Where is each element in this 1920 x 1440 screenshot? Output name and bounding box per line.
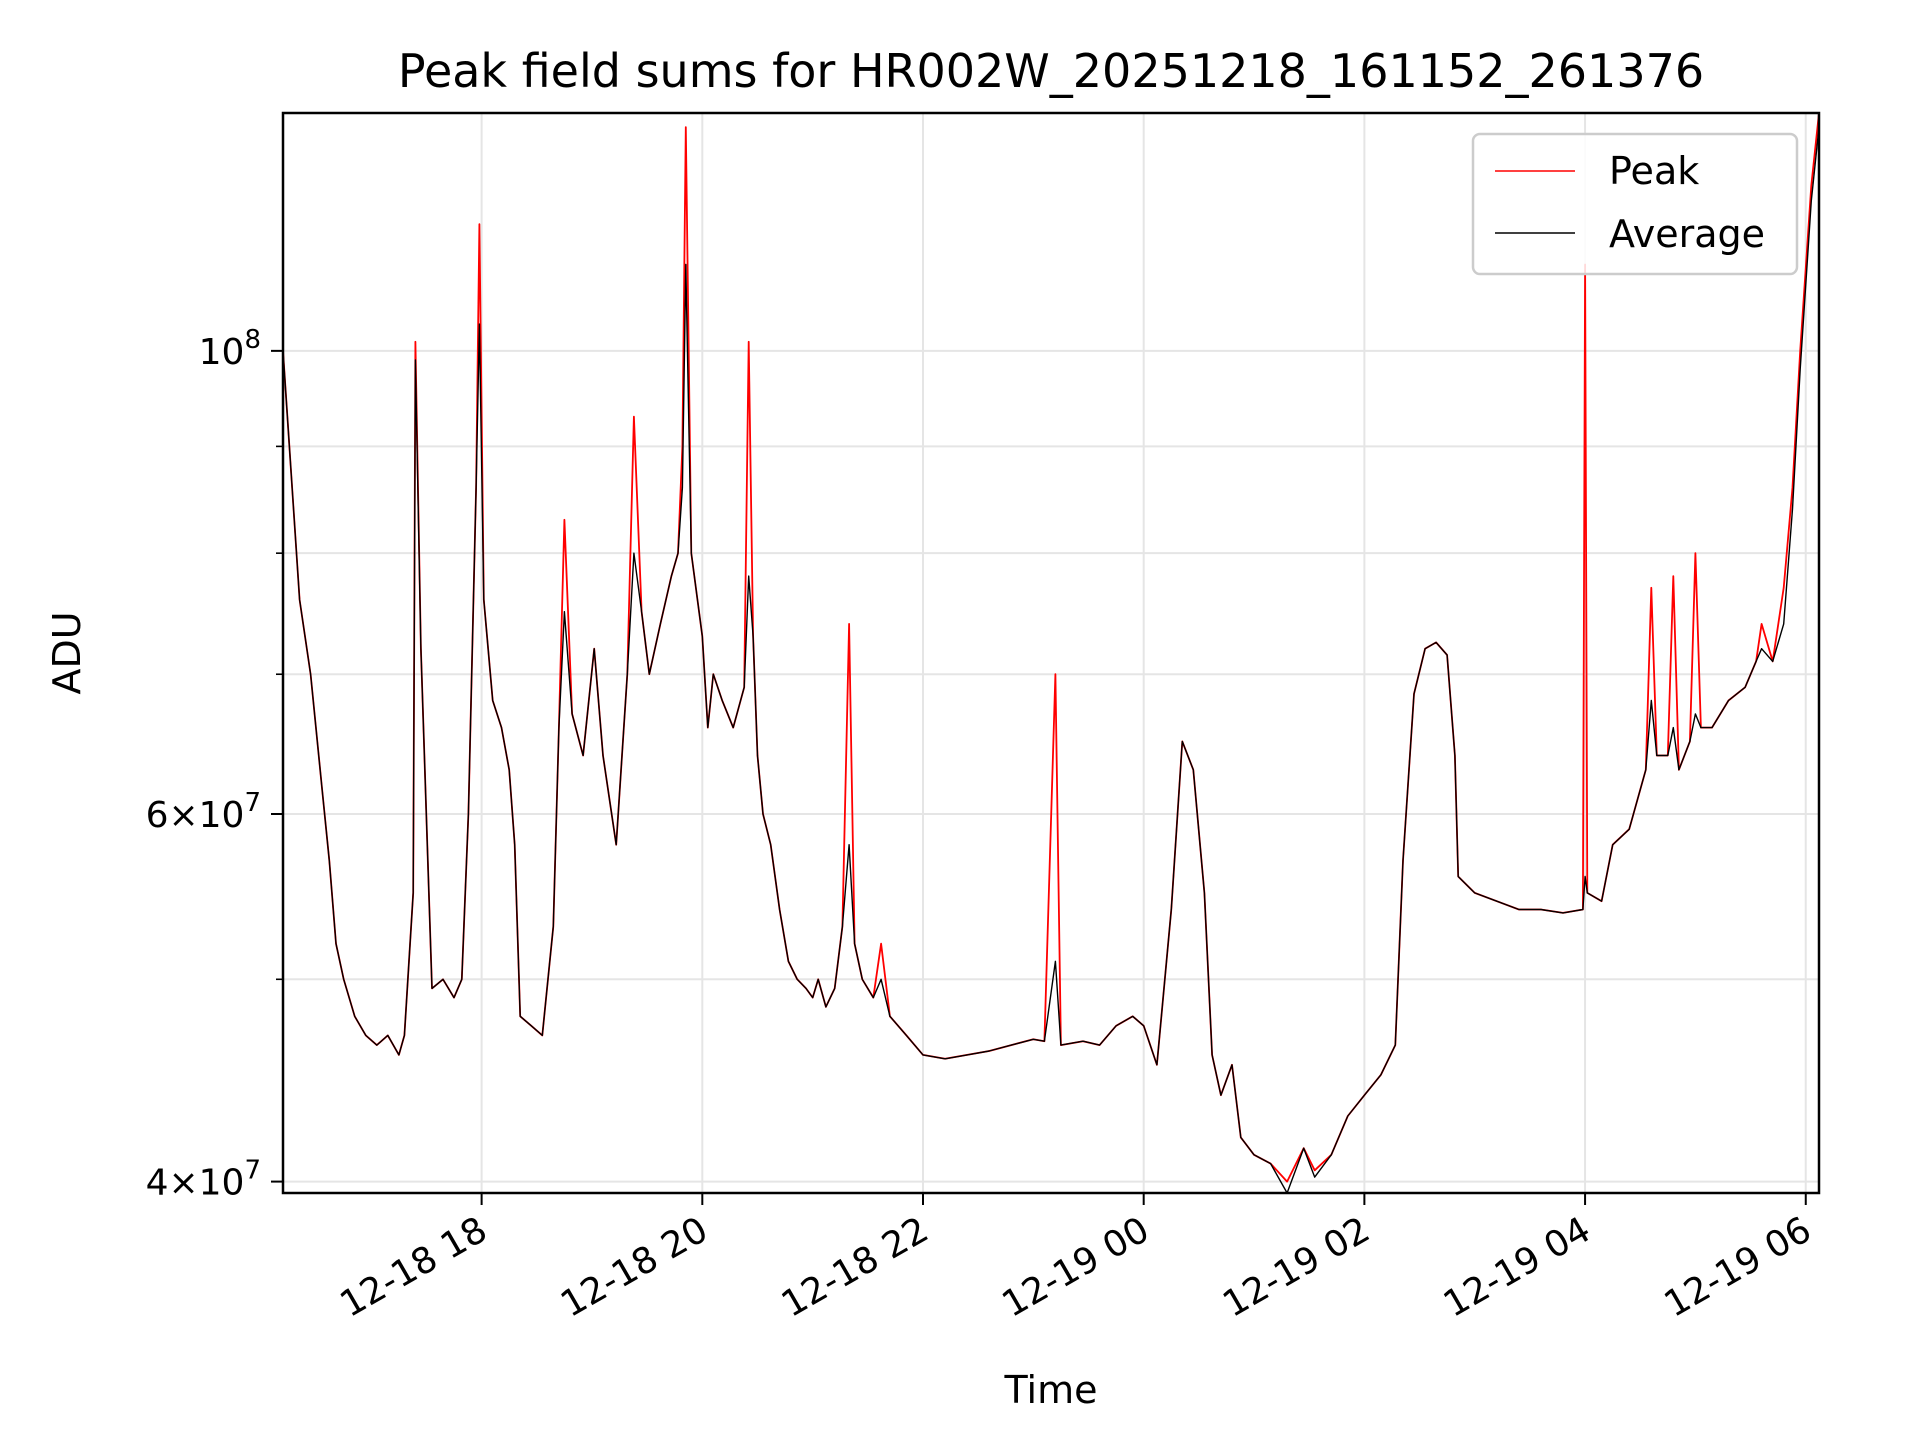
y-tick-label: 4×107	[146, 1156, 261, 1204]
y-axis-label: ADU	[45, 611, 89, 694]
series-line-average	[283, 127, 1819, 1193]
y-tick-label: 108	[199, 325, 261, 373]
legend-average-label: Average	[1609, 212, 1765, 256]
chart-title: Peak field sums for HR002W_20251218_1611…	[398, 44, 1704, 98]
y-tick-label: 6×107	[146, 788, 261, 836]
legend-box	[1471, 132, 1799, 276]
legend-peak-label: Peak	[1609, 149, 1699, 193]
series-layer	[283, 113, 1819, 1193]
legend: Peak Average	[1471, 132, 1799, 276]
grid-layer	[283, 113, 1819, 1193]
plot-area-frame	[281, 111, 1821, 1195]
x-axis-label: Time	[1004, 1368, 1098, 1412]
